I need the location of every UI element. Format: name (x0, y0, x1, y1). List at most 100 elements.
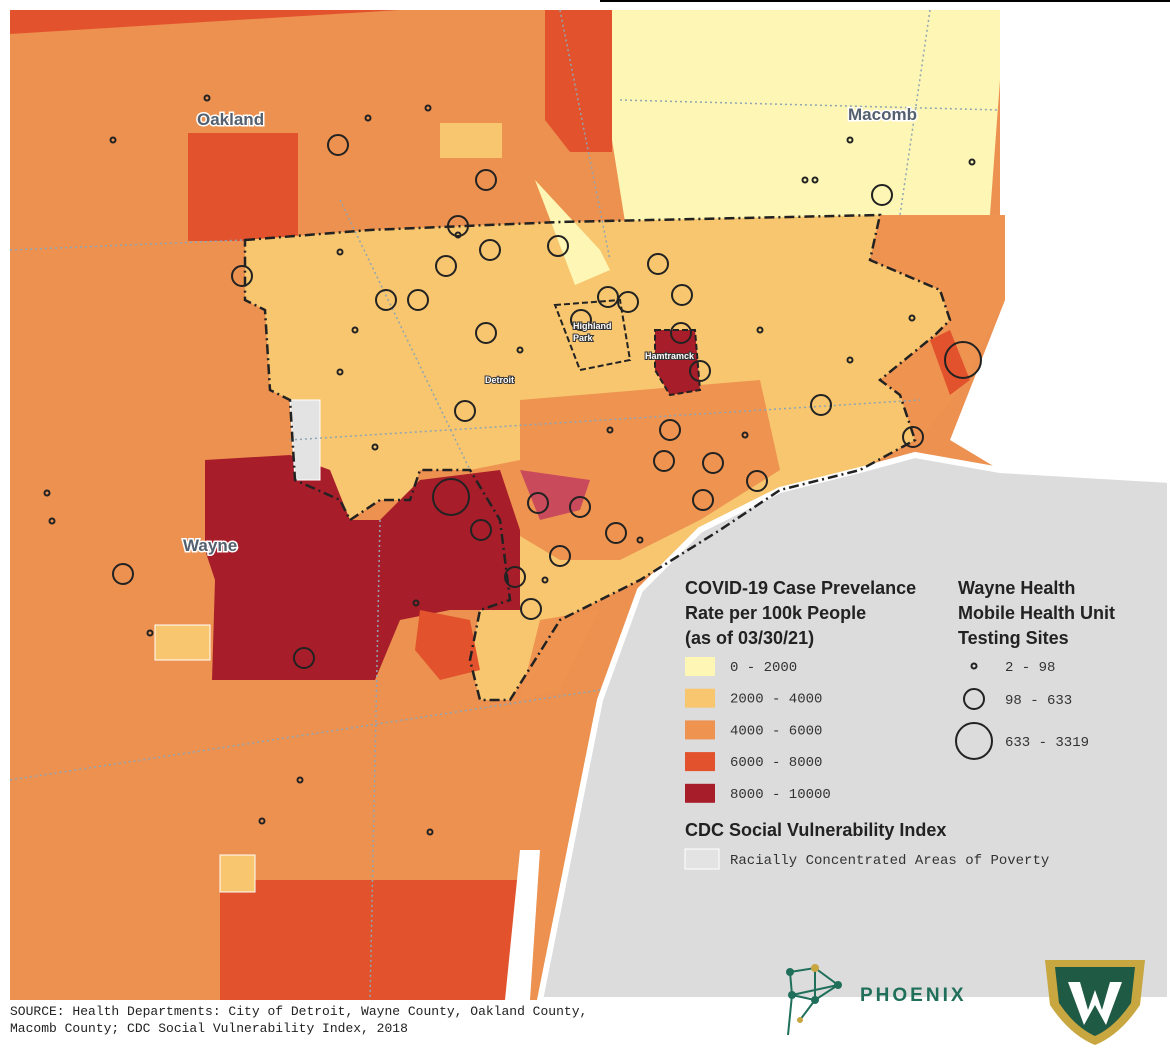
map-shape (950, 10, 1170, 480)
site-circle (336, 368, 344, 376)
site-circle (671, 284, 693, 306)
site-circle (547, 235, 569, 257)
testing-sites (43, 94, 982, 836)
site-circle (569, 496, 591, 518)
site-circle (908, 314, 916, 322)
site-circle (597, 286, 619, 308)
legend-title: Rate per 100k People (685, 603, 866, 623)
map-shape (415, 610, 480, 680)
site-circle (112, 563, 134, 585)
site-circle (756, 326, 764, 334)
source-text: Macomb County; CDC Social Vulnerability … (10, 1021, 408, 1036)
legend-label: 2000 - 4000 (730, 692, 822, 708)
site-circle (570, 309, 592, 331)
site-circle (454, 400, 476, 422)
site-circle (811, 176, 819, 184)
site-circle (659, 419, 681, 441)
site-circle (702, 452, 724, 474)
site-circle (549, 545, 571, 567)
site-circle (432, 478, 470, 516)
site-circle (475, 169, 497, 191)
map-shape (440, 123, 502, 158)
site-circle (475, 322, 497, 344)
site-circle (412, 599, 420, 607)
site-circle (810, 394, 832, 416)
site-circle (454, 231, 462, 239)
legend-label: Racially Concentrated Areas of Poverty (730, 853, 1049, 869)
site-circle (231, 265, 253, 287)
site-circle (846, 356, 854, 364)
map-shape (786, 968, 794, 976)
legend-swatch (684, 848, 720, 870)
legend-swatch (685, 752, 715, 772)
map-labels: Oakland Macomb Wayne Detroit Highland Pa… (182, 104, 919, 557)
legend-symbol (970, 662, 978, 670)
map-shape (520, 610, 600, 700)
source-text: SOURCE: Health Departments: City of Detr… (10, 1004, 587, 1019)
map-shape (220, 880, 520, 1000)
site-circle (258, 817, 266, 825)
legend-label: 4000 - 6000 (730, 723, 822, 739)
legend-swatch (685, 783, 715, 803)
map-shape (788, 991, 796, 999)
legend-label: 98 - 633 (1005, 693, 1072, 709)
site-circle (846, 136, 854, 144)
map-shape (612, 10, 1000, 222)
legend-label: 8000 - 10000 (730, 787, 831, 803)
site-circle (801, 176, 809, 184)
roads (9, 9, 1001, 1001)
map-shape (1068, 982, 1122, 1025)
legend-swatch (685, 688, 715, 708)
site-circle (203, 94, 211, 102)
place-label: Wayne (183, 536, 237, 555)
site-circle (741, 431, 749, 439)
map-shape (10, 10, 400, 34)
legend-symbol (955, 722, 993, 760)
map (9, 9, 1170, 1003)
legend-label: 2 - 98 (1005, 660, 1055, 676)
map-shape (654, 329, 702, 397)
map-shape (811, 996, 819, 1004)
legend: COVID-19 Case Prevelance Rate per 100k Pe… (684, 578, 1115, 870)
site-circle (617, 291, 639, 313)
legend-title: COVID-19 Case Prevelance (685, 578, 916, 598)
site-circle (371, 443, 379, 451)
source: SOURCE: Health Departments: City of Detr… (10, 1004, 587, 1036)
site-circle (336, 248, 344, 256)
legend-title: CDC Social Vulnerability Index (685, 820, 946, 840)
place-label: Park (573, 333, 594, 343)
site-circle (426, 828, 434, 836)
map-shape (553, 298, 632, 372)
site-circle (520, 598, 542, 620)
place-label: Hamtramck (645, 351, 695, 361)
site-circle (48, 517, 56, 525)
site-circle (944, 341, 982, 379)
map-shape (289, 399, 321, 481)
place-label: Macomb (848, 105, 917, 124)
site-circle (364, 114, 372, 122)
site-circle (746, 470, 768, 492)
legend-title: (as of 03/30/21) (685, 628, 814, 648)
logo-text: PHOENIX (860, 985, 967, 1006)
legend-label: 0 - 2000 (730, 660, 797, 676)
site-circle (327, 134, 349, 156)
map-shape (154, 624, 211, 661)
legend-title: Testing Sites (958, 628, 1069, 648)
site-circle (647, 253, 669, 275)
site-circle (504, 566, 526, 588)
place-label: Oakland (197, 110, 264, 129)
site-circle (407, 289, 429, 311)
detroit-boundary (243, 213, 952, 702)
site-circle (435, 255, 457, 277)
map-shape (219, 854, 256, 893)
site-circle (293, 647, 315, 669)
site-circle (636, 536, 644, 544)
legend-title: Mobile Health Unit (958, 603, 1115, 623)
map-shape (535, 180, 610, 285)
map-shape (797, 1017, 803, 1023)
site-circle (146, 629, 154, 637)
site-circle (541, 576, 549, 584)
map-shape (505, 850, 540, 1000)
map-shape (520, 470, 590, 520)
